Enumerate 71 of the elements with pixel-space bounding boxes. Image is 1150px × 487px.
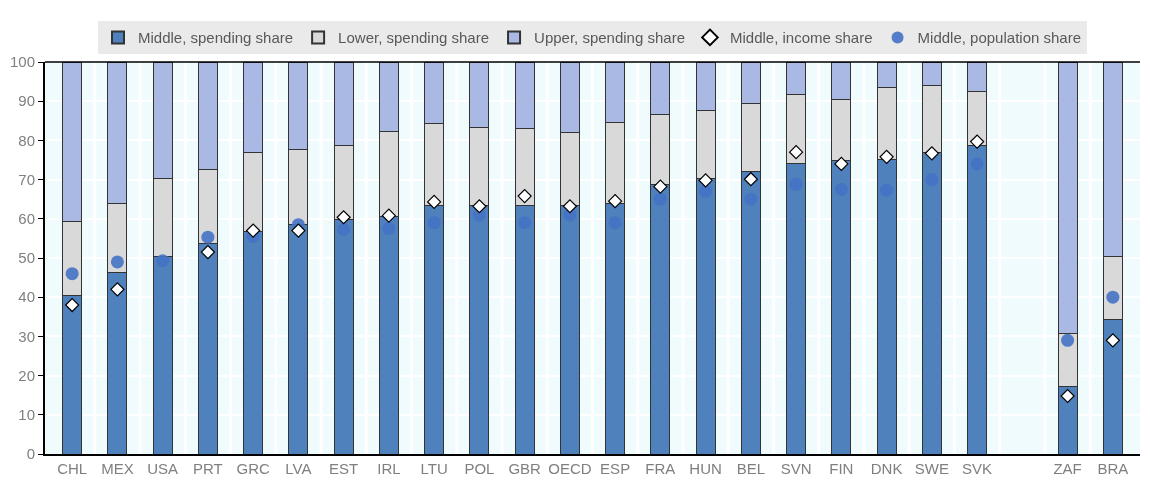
x-tick-label: FIN <box>829 460 854 477</box>
y-tick-label: 20 <box>18 366 35 384</box>
point <box>1061 333 1075 347</box>
x-tick-label: SWE <box>914 460 949 477</box>
point <box>156 254 170 268</box>
point <box>381 208 396 223</box>
x-tick-label: BEL <box>736 460 766 477</box>
x-tick-label: USA <box>147 460 179 477</box>
x-tick-label: LVA <box>285 460 312 477</box>
legend-label: Middle, income share <box>729 29 873 47</box>
point <box>472 199 487 214</box>
y-tick-label: 10 <box>18 406 35 424</box>
x-tick-label: BRA <box>1097 460 1129 477</box>
x-tick-label: ZAF <box>1053 460 1082 477</box>
y-tick-label: 0 <box>26 445 35 463</box>
point <box>110 255 124 269</box>
point <box>246 223 261 238</box>
y-tick-label: 100 <box>9 53 35 71</box>
point <box>110 282 125 297</box>
point <box>653 192 667 206</box>
x-tick-label: LTU <box>420 460 448 477</box>
y-tick-label: 70 <box>18 170 35 188</box>
point <box>699 184 713 198</box>
point <box>427 194 442 210</box>
legend-label: Middle, spending share <box>138 29 294 47</box>
x-tick-label: GRC <box>236 460 270 477</box>
point <box>1060 388 1075 404</box>
point <box>608 194 623 209</box>
point <box>336 210 351 225</box>
x-tick-label: CHL <box>57 460 88 477</box>
point <box>337 222 351 236</box>
x-tick-label: SVN <box>780 460 812 477</box>
point <box>517 188 532 204</box>
point <box>834 156 849 172</box>
x-tick-label: DNK <box>870 460 903 477</box>
point <box>653 179 668 194</box>
y-tick-label: 60 <box>18 210 35 228</box>
point <box>879 149 894 164</box>
legend-label: Middle, population share <box>917 29 1082 47</box>
x-tick-label: ESP <box>600 460 631 477</box>
point <box>970 134 985 149</box>
x-tick-label: MEX <box>101 460 134 477</box>
y-tick-label: 30 <box>18 327 35 345</box>
point <box>562 199 577 214</box>
point <box>924 146 939 161</box>
x-tick-label: GBR <box>508 460 542 477</box>
x-tick-label: FRA <box>645 460 676 477</box>
legend-label: Lower, spending share <box>338 29 490 47</box>
point <box>1105 333 1120 348</box>
x-tick-label: OECD <box>548 460 592 477</box>
point <box>65 267 79 281</box>
x-tick-label: PRT <box>193 460 223 477</box>
point <box>291 223 306 238</box>
x-tick-label: HUN <box>689 460 722 477</box>
x-tick-label: IRL <box>377 460 401 477</box>
point <box>1106 290 1120 304</box>
legend-label: Upper, spending share <box>534 29 685 47</box>
point <box>200 245 215 260</box>
y-tick-label: 80 <box>18 131 35 149</box>
point <box>382 222 396 236</box>
point <box>698 173 713 188</box>
x-tick-label: POL <box>464 460 495 477</box>
y-tick-label: 40 <box>18 288 35 306</box>
point <box>789 145 804 160</box>
x-tick-label: SVK <box>962 460 993 477</box>
x-tick-label: EST <box>329 460 359 477</box>
point <box>65 297 80 313</box>
point <box>743 172 758 187</box>
y-tick-label: 90 <box>18 92 35 110</box>
y-tick-label: 50 <box>18 249 35 267</box>
point <box>201 230 215 244</box>
